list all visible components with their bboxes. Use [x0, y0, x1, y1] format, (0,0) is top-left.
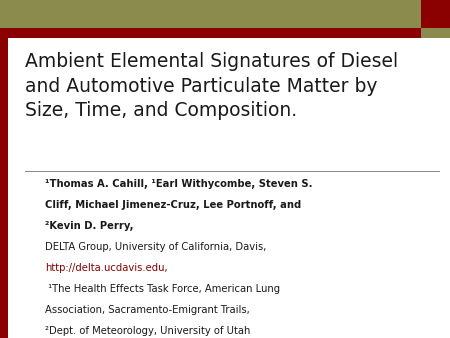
- Text: ¹The Health Effects Task Force, American Lung: ¹The Health Effects Task Force, American…: [45, 284, 280, 294]
- Text: Ambient Elemental Signatures of Diesel
and Automotive Particulate Matter by
Size: Ambient Elemental Signatures of Diesel a…: [25, 52, 398, 120]
- Text: ²Dept. of Meteorology, University of Utah: ²Dept. of Meteorology, University of Uta…: [45, 326, 250, 336]
- Text: Association, Sacramento-Emigrant Trails,: Association, Sacramento-Emigrant Trails,: [45, 305, 250, 315]
- Text: Cliff, Michael Jimenez-Cruz, Lee Portnoff, and: Cliff, Michael Jimenez-Cruz, Lee Portnof…: [45, 200, 301, 210]
- Bar: [421, 28, 450, 38]
- Bar: [421, 0, 450, 28]
- Text: http://delta.ucdavis.edu,: http://delta.ucdavis.edu,: [45, 263, 167, 273]
- Text: ¹Thomas A. Cahill, ¹Earl Withycombe, Steven S.: ¹Thomas A. Cahill, ¹Earl Withycombe, Ste…: [45, 179, 312, 189]
- Text: ²Kevin D. Perry,: ²Kevin D. Perry,: [45, 221, 134, 231]
- Bar: [0, 0, 450, 28]
- Text: DELTA Group, University of California, Davis,: DELTA Group, University of California, D…: [45, 242, 266, 252]
- Bar: [0, 28, 450, 38]
- Bar: [0, 38, 8, 338]
